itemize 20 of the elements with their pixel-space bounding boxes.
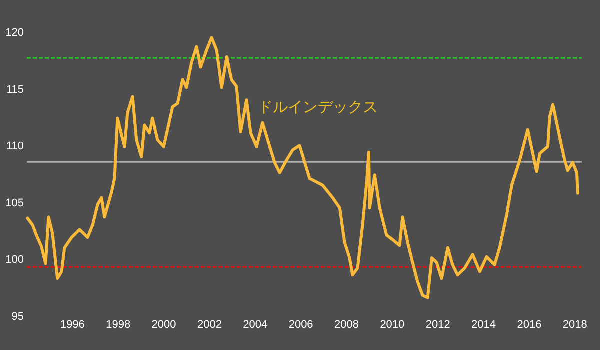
x-tick-label: 2014 bbox=[472, 319, 496, 331]
y-tick-label: 95 bbox=[12, 311, 24, 323]
line-series bbox=[26, 36, 580, 300]
y-tick-label: 120 bbox=[6, 27, 24, 39]
x-tick-label: 2012 bbox=[426, 319, 450, 331]
x-tick-label: 2004 bbox=[243, 319, 268, 331]
x-tick-label: 2010 bbox=[380, 319, 405, 331]
y-tick-label: 110 bbox=[6, 140, 24, 153]
y-tick-label: 105 bbox=[6, 197, 24, 210]
y-tick-label: 100 bbox=[6, 254, 24, 266]
x-tick-label: 2008 bbox=[334, 319, 359, 331]
x-tick-label: 2000 bbox=[152, 319, 176, 331]
y-tick-label: 115 bbox=[6, 84, 24, 96]
x-tick-label: 2016 bbox=[517, 319, 542, 331]
x-tick-label: 1996 bbox=[60, 319, 85, 331]
x-tick-label: 2018 bbox=[562, 319, 588, 331]
x-tick-label: 1998 bbox=[106, 319, 131, 331]
x-tick-label: 2002 bbox=[197, 319, 222, 331]
x-tick-label: 2006 bbox=[288, 319, 314, 331]
annotation: ドルインデックス bbox=[258, 98, 378, 116]
